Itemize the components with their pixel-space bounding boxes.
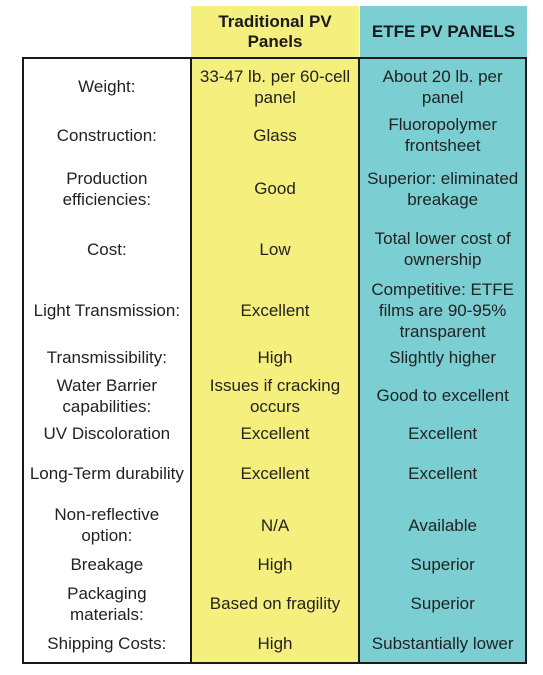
row-label: Light Transmission: [33, 300, 181, 320]
traditional-value: Good [254, 179, 296, 198]
traditional-value: High [257, 633, 293, 653]
header-etfe: ETFE PV PANELS [360, 6, 527, 57]
row-label: Construction: [56, 125, 157, 145]
traditional-column: 33-47 lb. per 60-cell panel Glass Good Low E… [189, 59, 359, 662]
traditional-value: Based on fragility [209, 594, 341, 613]
row-label: Shipping Costs: [47, 633, 167, 653]
etfe-value: Slightly higher [389, 347, 497, 367]
traditional-value: Low [259, 239, 291, 259]
traditional-value: Excellent [240, 300, 310, 320]
row-label: Non-reflective option: [54, 505, 160, 545]
row-label: Transmissibility: [46, 347, 167, 367]
etfe-value: Good to excellent [376, 386, 509, 405]
etfe-value: Superior [410, 555, 475, 574]
header-traditional: Traditional PV Panels [191, 6, 359, 57]
traditional-value: Glass [253, 125, 297, 145]
traditional-value: High [257, 555, 293, 574]
etfe-value: Available [408, 515, 477, 535]
traditional-value: N/A [260, 515, 290, 535]
etfe-value: Excellent [408, 463, 478, 483]
row-label: Breakage [70, 555, 144, 574]
traditional-value: High [257, 347, 293, 367]
row-label: Cost: [86, 239, 127, 259]
etfe-value: Superior: eliminated breakage [367, 168, 519, 209]
etfe-value: Competitive: ETFE films are 90-95% trans… [371, 279, 514, 341]
comparison-table: Weight: Construction: Production efficienc… [22, 57, 527, 664]
etfe-value: Superior [410, 594, 475, 613]
row-label: Packaging materials: [67, 583, 147, 624]
etfe-value: Excellent [408, 423, 478, 443]
row-label: Weight: [78, 77, 136, 96]
row-label: Long-Term durability [29, 463, 184, 483]
row-label: Production efficiencies: [62, 168, 152, 209]
etfe-value: Fluoropolymer frontsheet [388, 115, 497, 155]
traditional-value: 33-47 lb. per 60-cell panel [199, 66, 351, 107]
etfe-value: Total lower cost of ownership [374, 229, 511, 269]
label-column: Weight: Construction: Production efficienc… [24, 59, 190, 662]
etfe-column: About 20 lb. per panel Fluoropolymer fron… [358, 59, 525, 662]
traditional-value: Issues if cracking occurs [209, 375, 341, 416]
etfe-value: About 20 lb. per panel [382, 66, 503, 107]
etfe-value: Substantially lower [371, 633, 514, 653]
traditional-value: Excellent [240, 423, 310, 443]
traditional-value: Excellent [240, 463, 310, 483]
row-label: UV Discoloration [43, 423, 171, 443]
row-label: Water Barrier capabilities: [56, 375, 158, 416]
